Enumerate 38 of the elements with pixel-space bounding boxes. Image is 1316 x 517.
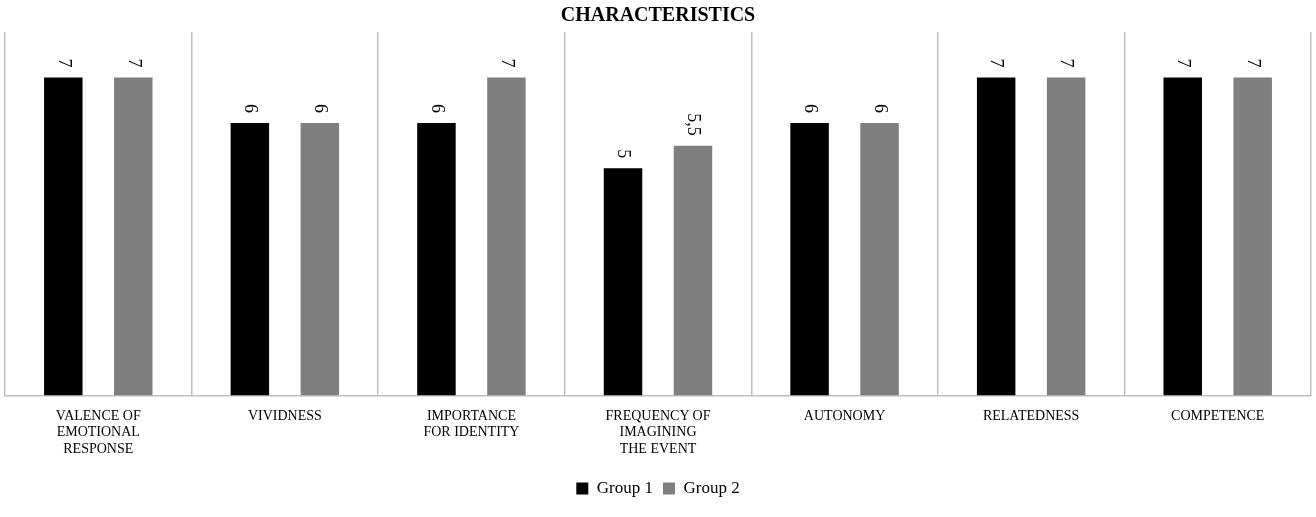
bar: [673, 145, 713, 396]
x-tick-label: RELATEDNESS: [982, 407, 1080, 423]
data-label: 6: [800, 103, 821, 113]
bar: [603, 168, 643, 396]
data-label: 6: [311, 103, 332, 113]
bar: [1233, 77, 1272, 396]
chart-title: CHARACTERISTICS: [560, 3, 756, 26]
bar: [300, 122, 340, 396]
x-tick-label: VALENCE OF EMOTIONAL RESPONSE: [55, 407, 141, 457]
data-label: 5,5: [684, 113, 705, 136]
bar: [1163, 77, 1202, 396]
bar: [1046, 77, 1086, 396]
bar: [976, 77, 1016, 396]
bar: [487, 77, 526, 396]
bar: [417, 122, 456, 396]
x-tick-label: IMPORTANCE FOR IDENTITY: [423, 407, 520, 440]
bar: [44, 77, 83, 396]
data-label: 7: [1174, 58, 1194, 68]
x-tick-label: VIVIDNESS: [247, 407, 322, 423]
bar: [114, 77, 153, 396]
data-label: 7: [54, 58, 75, 68]
data-label: 7: [1057, 58, 1078, 68]
data-label: 7: [987, 58, 1008, 68]
data-label: 6: [870, 103, 891, 113]
legend-label: Group 2: [683, 477, 740, 497]
bar: [230, 122, 270, 396]
data-label: 7: [1243, 58, 1264, 68]
x-tick-label: AUTONOMY: [803, 407, 886, 423]
bar: [790, 122, 829, 396]
legend-label: Group 1: [596, 477, 654, 497]
x-tick-label: COMPETENCE: [1171, 407, 1265, 423]
data-label: 7: [124, 58, 145, 68]
data-label: 5: [614, 149, 635, 159]
data-label: 6: [427, 103, 448, 113]
data-label: 7: [497, 58, 518, 68]
data-label: 6: [241, 103, 262, 113]
bar: [860, 122, 899, 396]
x-tick-label: FREQUENCY OF IMAGINING THE EVENT: [605, 407, 711, 457]
